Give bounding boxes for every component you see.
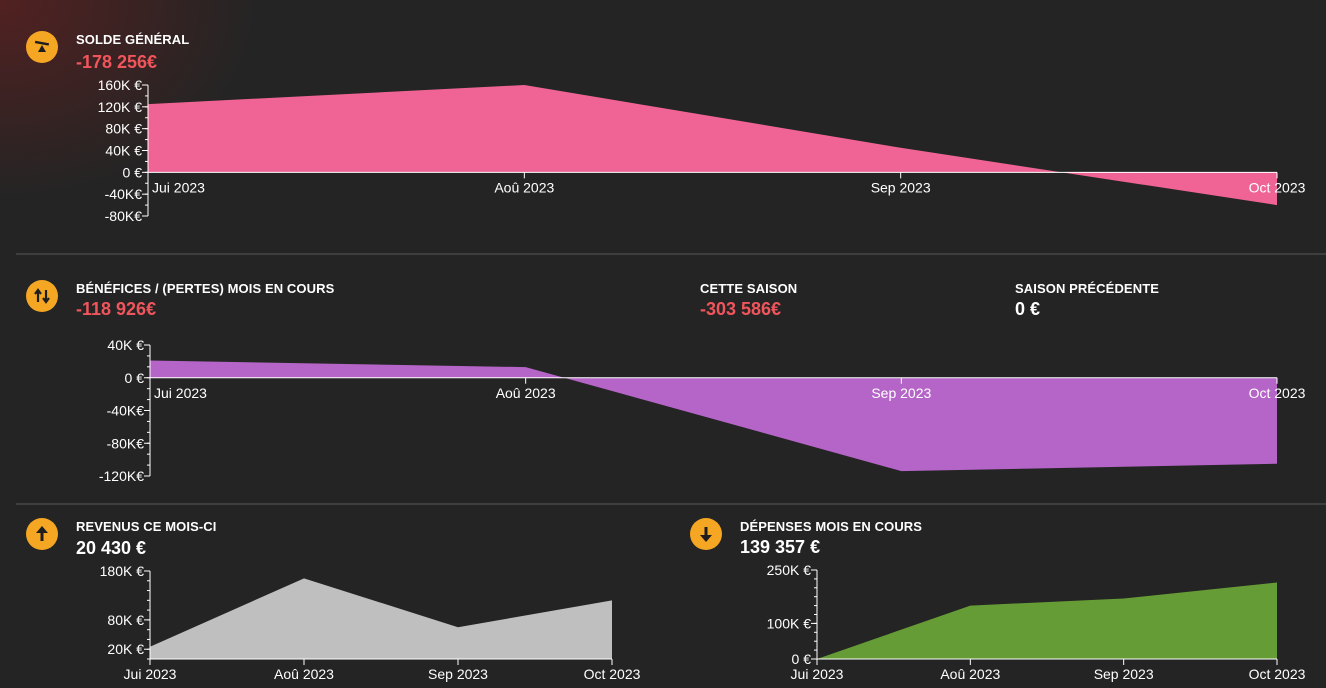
balance-value: -178 256€ <box>76 52 158 72</box>
x-tick-label: Sep 2023 <box>428 666 488 682</box>
y-tick-label: 180K € <box>100 563 145 579</box>
income-label: REVENUS CE MOIS-CI <box>76 519 217 534</box>
area-series <box>817 582 1277 659</box>
y-tick-label: 0 € <box>123 164 143 180</box>
x-tick-label: Jui 2023 <box>154 385 207 401</box>
y-tick-label: 40K € <box>107 337 144 353</box>
y-tick-label: -40K€ <box>107 403 145 419</box>
up-down-arrows-icon <box>26 280 58 312</box>
x-tick-label: Oct 2023 <box>1249 385 1306 401</box>
x-tick-label: Sep 2023 <box>1094 666 1154 682</box>
y-tick-label: 0 € <box>792 651 812 667</box>
seesaw-icon <box>26 31 58 63</box>
profit-value: -118 926€ <box>76 299 157 319</box>
y-tick-label: 160K € <box>98 77 143 93</box>
y-tick-label: -40K€ <box>105 186 143 202</box>
y-tick-label: -80K€ <box>105 208 143 224</box>
y-tick-label: -120K€ <box>99 468 144 484</box>
x-tick-label: Aoû 2023 <box>940 666 1000 682</box>
y-tick-label: -80K€ <box>107 435 145 451</box>
arrow-up-icon <box>26 518 58 550</box>
y-tick-label: 120K € <box>98 99 143 115</box>
x-tick-label: Sep 2023 <box>871 179 931 195</box>
x-tick-label: Oct 2023 <box>1249 179 1306 195</box>
balance-label: SOLDE GÉNÉRAL <box>76 32 190 47</box>
x-tick-label: Oct 2023 <box>1249 666 1306 682</box>
area-series <box>148 85 1277 206</box>
area-series <box>150 578 612 659</box>
y-tick-label: 80K € <box>105 121 142 137</box>
season-value: -303 586€ <box>700 299 782 319</box>
prev-season-value: 0 € <box>1015 299 1041 319</box>
x-tick-label: Jui 2023 <box>791 666 844 682</box>
prev-season-label: SAISON PRÉCÉDENTE <box>1015 281 1160 296</box>
x-tick-label: Aoû 2023 <box>496 385 556 401</box>
x-tick-label: Jui 2023 <box>124 666 177 682</box>
y-tick-label: 20K € <box>107 641 144 657</box>
x-tick-label: Sep 2023 <box>871 385 931 401</box>
area-series <box>150 360 1277 472</box>
x-tick-label: Aoû 2023 <box>274 666 334 682</box>
income-value: 20 430 € <box>76 538 147 558</box>
y-tick-label: 100K € <box>767 615 812 631</box>
expenses-label: DÉPENSES MOIS EN COURS <box>740 519 923 534</box>
y-tick-label: 40K € <box>105 143 142 159</box>
arrow-down-icon <box>690 518 722 550</box>
x-tick-label: Jui 2023 <box>152 179 205 195</box>
y-tick-label: 80K € <box>107 612 144 628</box>
divider <box>16 503 1326 505</box>
divider <box>16 253 1326 255</box>
y-tick-label: 250K € <box>767 562 812 578</box>
expenses-value: 139 357 € <box>740 537 821 557</box>
y-tick-label: 0 € <box>125 370 145 386</box>
season-label: CETTE SAISON <box>700 281 798 296</box>
x-tick-label: Aoû 2023 <box>494 179 554 195</box>
profit-label: BÉNÉFICES / (PERTES) MOIS EN COURS <box>76 281 335 296</box>
x-tick-label: Oct 2023 <box>584 666 641 682</box>
